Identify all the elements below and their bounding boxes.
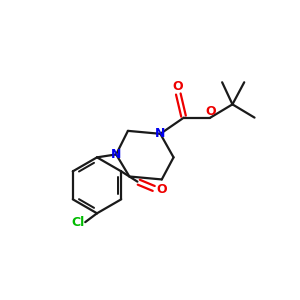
Text: O: O: [157, 182, 167, 196]
Text: N: N: [111, 148, 121, 161]
Text: O: O: [205, 105, 216, 118]
Text: Cl: Cl: [71, 216, 85, 229]
Text: O: O: [173, 80, 183, 93]
Text: N: N: [155, 127, 166, 140]
